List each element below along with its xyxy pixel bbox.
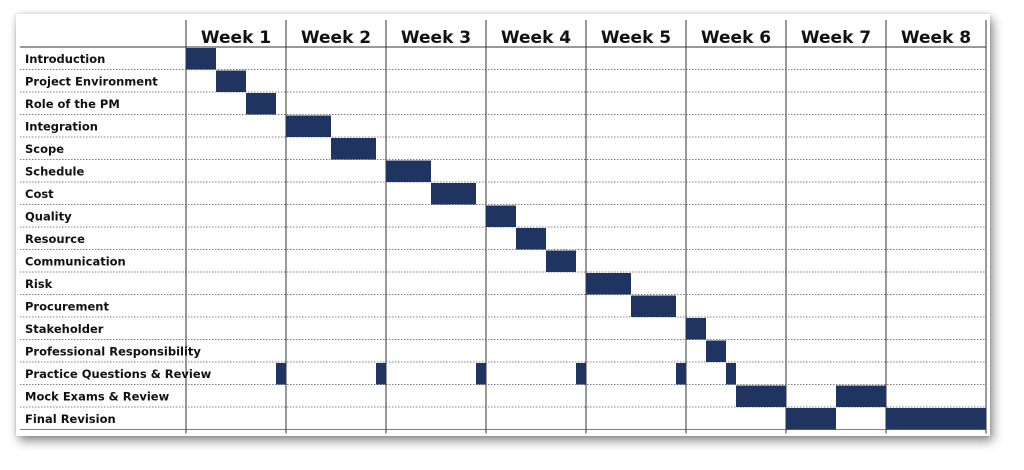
task-label: Stakeholder xyxy=(25,322,104,336)
task-label: Professional Responsibility xyxy=(25,344,201,358)
week-header: Week 2 xyxy=(301,28,371,48)
gantt-bar xyxy=(736,385,786,407)
gantt-chart: Week 1 Week 2 Week 3 Week 4 Week 5 Week 6 Week… xyxy=(20,20,987,434)
gantt-bar xyxy=(631,295,676,317)
gantt-bar xyxy=(476,363,486,385)
week-header: Week 5 xyxy=(601,28,671,48)
gantt-bar xyxy=(546,250,576,272)
gantt-bar xyxy=(376,363,386,385)
task-label: Introduction xyxy=(25,52,105,66)
gantt-bar xyxy=(586,273,631,295)
gantt-bar xyxy=(286,115,331,137)
gantt-bar xyxy=(886,408,986,430)
gantt-bar xyxy=(216,70,246,92)
gantt-bar xyxy=(431,183,476,205)
gantt-bar xyxy=(726,363,736,385)
gantt-bar xyxy=(786,408,836,430)
gantt-bar xyxy=(706,340,726,362)
gantt-bar xyxy=(276,363,286,385)
task-label: Quality xyxy=(25,209,72,223)
week-header: Week 7 xyxy=(801,28,871,48)
gantt-bar xyxy=(486,205,516,227)
gantt-chart-frame: Week 1 Week 2 Week 3 Week 4 Week 5 Week 6 Week… xyxy=(16,14,990,436)
task-label: Scope xyxy=(25,142,64,156)
task-label: Resource xyxy=(25,232,85,246)
gantt-bar xyxy=(516,228,546,250)
gantt-bar xyxy=(186,48,216,70)
gantt-bar xyxy=(836,385,886,407)
task-label: Communication xyxy=(25,254,126,268)
gantt-bar xyxy=(686,318,706,340)
week-header: Week 1 xyxy=(201,28,271,48)
week-header: Week 3 xyxy=(401,28,471,48)
task-label: Role of the PM xyxy=(25,97,120,111)
task-label: Cost xyxy=(25,187,54,201)
task-label: Procurement xyxy=(25,299,109,313)
gantt-bar xyxy=(246,93,276,115)
task-label: Schedule xyxy=(25,164,84,178)
gantt-bar xyxy=(676,363,686,385)
task-label: Project Environment xyxy=(25,74,158,88)
task-label: Integration xyxy=(25,119,98,133)
gantt-bar xyxy=(576,363,586,385)
task-label: Final Revision xyxy=(25,412,116,426)
week-header: Week 6 xyxy=(701,28,771,48)
task-label: Mock Exams & Review xyxy=(25,389,170,403)
week-header: Week 8 xyxy=(901,28,971,48)
task-label: Risk xyxy=(25,277,53,291)
gantt-bar xyxy=(386,160,431,182)
task-label: Practice Questions & Review xyxy=(25,367,212,381)
gantt-bar xyxy=(331,138,376,160)
week-header: Week 4 xyxy=(501,28,571,48)
